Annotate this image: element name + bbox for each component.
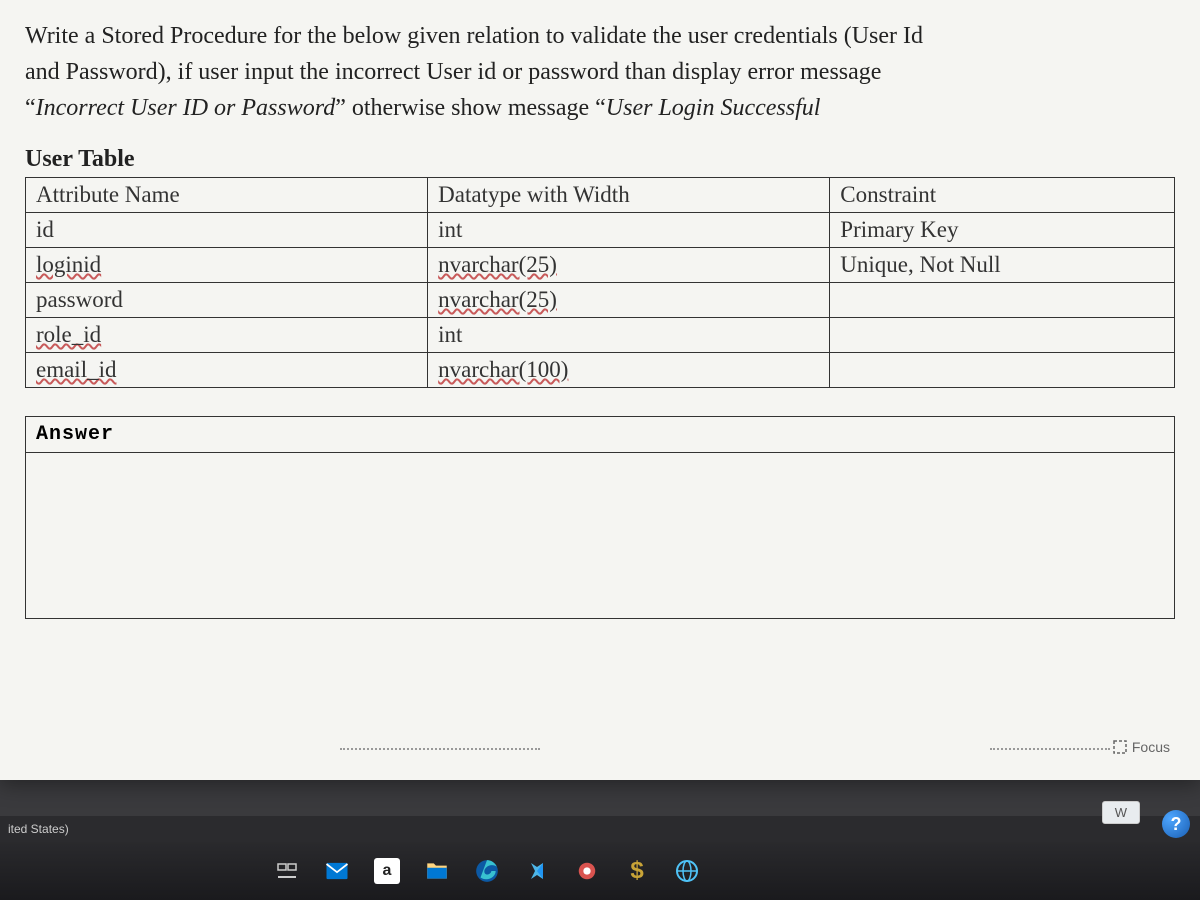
question-text: Write a Stored Procedure for the below g… (25, 18, 1175, 126)
focus-button[interactable]: Focus (1112, 739, 1170, 755)
document-page: Write a Stored Procedure for the below g… (0, 0, 1200, 780)
table-row: loginid nvarchar(25) Unique, Not Null (26, 248, 1175, 283)
tool-icon[interactable] (565, 849, 609, 893)
vscode-icon[interactable] (515, 849, 559, 893)
header-datatype: Datatype with Width (428, 178, 830, 213)
weather-label: W (1115, 805, 1127, 820)
answer-body[interactable] (26, 453, 1174, 618)
table-row: role_id int (26, 318, 1175, 353)
file-explorer-icon[interactable] (415, 849, 459, 893)
answer-header: Answer (26, 417, 1174, 453)
help-badge[interactable]: ? (1162, 810, 1190, 838)
cell-type: nvarchar(100) (428, 353, 830, 388)
cell-constraint (830, 283, 1175, 318)
italic-text-2: User Login Successful (606, 95, 821, 121)
question-line-2: and Password), if user input the incorre… (25, 59, 881, 85)
focus-label: Focus (1132, 739, 1170, 755)
dotted-line-right (990, 748, 1110, 750)
table-header-row: Attribute Name Datatype with Width Const… (26, 178, 1175, 213)
question-line-3-mid: ” otherwise show message “ (335, 95, 606, 121)
task-view-icon[interactable] (265, 849, 309, 893)
answer-box[interactable]: Answer (25, 416, 1175, 619)
cell-attr: email_id (26, 353, 428, 388)
cell-type: int (428, 318, 830, 353)
edge-icon[interactable] (465, 849, 509, 893)
amazon-icon[interactable]: a (365, 849, 409, 893)
header-constraint: Constraint (830, 178, 1175, 213)
cell-type: nvarchar(25) (428, 248, 830, 283)
cell-type: int (428, 213, 830, 248)
status-bar: ited States) (0, 816, 1200, 842)
table-row: id int Primary Key (26, 213, 1175, 248)
cell-constraint: Primary Key (830, 213, 1175, 248)
cell-attr: id (26, 213, 428, 248)
taskbar: a $ (0, 842, 1200, 900)
italic-text-1: Incorrect User ID or Password (36, 95, 336, 121)
question-line-1: Write a Stored Procedure for the below g… (25, 23, 923, 49)
cell-attr: role_id (26, 318, 428, 353)
user-table: Attribute Name Datatype with Width Const… (25, 177, 1175, 388)
cell-constraint (830, 318, 1175, 353)
dotted-line-left (340, 748, 540, 750)
cell-constraint: Unique, Not Null (830, 248, 1175, 283)
weather-widget[interactable]: W (1102, 801, 1140, 824)
cell-type: nvarchar(25) (428, 283, 830, 318)
table-title: User Table (25, 146, 1175, 173)
quote-open: “ (25, 95, 36, 121)
focus-icon (1112, 739, 1128, 755)
cell-attr: password (26, 283, 428, 318)
table-row: password nvarchar(25) (26, 283, 1175, 318)
cell-attr: loginid (26, 248, 428, 283)
mail-icon[interactable] (315, 849, 359, 893)
browser-icon[interactable] (665, 849, 709, 893)
cell-constraint (830, 353, 1175, 388)
dollar-icon[interactable]: $ (615, 849, 659, 893)
header-attribute: Attribute Name (26, 178, 428, 213)
status-text: ited States) (8, 822, 69, 836)
page-break (340, 748, 1110, 750)
table-row: email_id nvarchar(100) (26, 353, 1175, 388)
